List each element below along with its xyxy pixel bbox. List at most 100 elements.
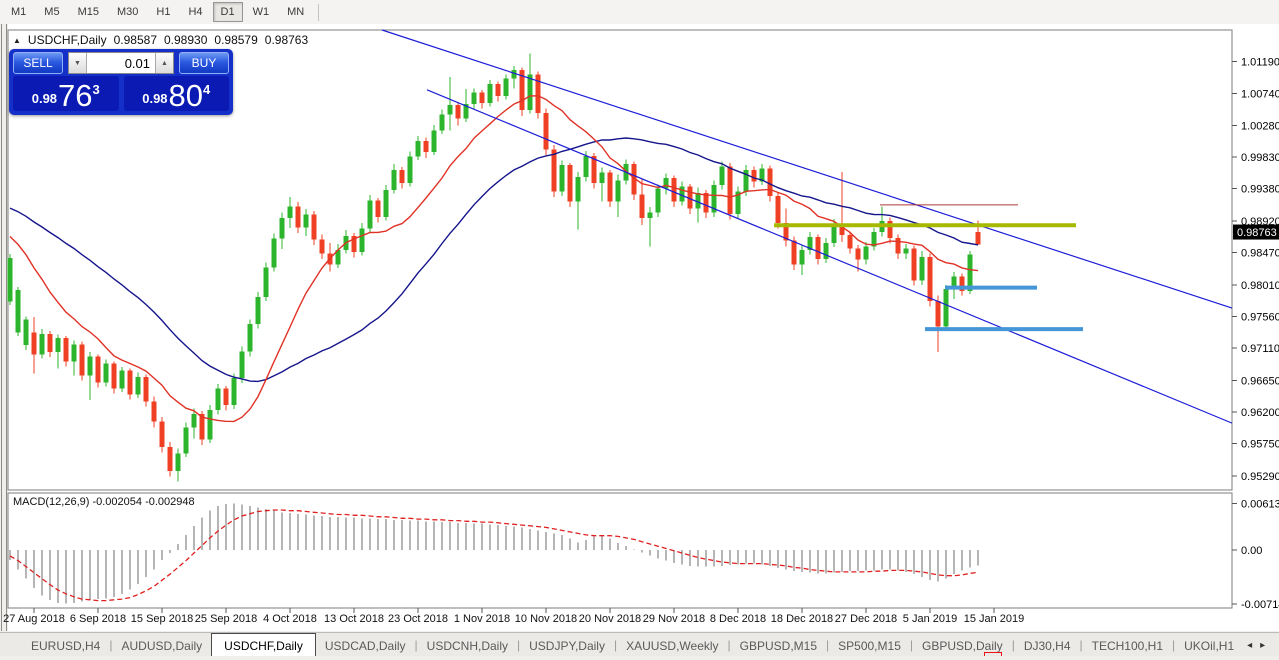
timeframe-W1[interactable]: W1 bbox=[252, 6, 270, 18]
svg-text:10 Nov 2018: 10 Nov 2018 bbox=[515, 613, 577, 625]
sell-price-pips: 76 bbox=[58, 78, 93, 113]
svg-text:0.95750: 0.95750 bbox=[1241, 438, 1279, 450]
ohlc-low: 0.98579 bbox=[214, 33, 258, 47]
macd-histogram bbox=[9, 503, 979, 604]
horizontal-levels[interactable] bbox=[774, 204, 1083, 332]
tab-AUDUSD,Daily[interactable]: AUDUSD,Daily bbox=[121, 639, 203, 653]
buy-button[interactable]: BUY bbox=[179, 52, 229, 74]
ma-fast-line bbox=[9, 95, 979, 423]
macd-axis: 0.006137 0.00 -0.007142 bbox=[1232, 499, 1279, 611]
tab-GBPUSD,Daily[interactable]: GBPUSD,Daily bbox=[922, 639, 1003, 653]
svg-text:1 Nov 2018: 1 Nov 2018 bbox=[454, 613, 510, 625]
svg-text:8 Dec 2018: 8 Dec 2018 bbox=[710, 613, 766, 625]
tab-separator: | bbox=[1172, 638, 1176, 652]
symbol-label: USDCHF,Daily bbox=[27, 33, 107, 47]
timeframe-H1[interactable]: H1 bbox=[156, 6, 171, 18]
timeframe-M5[interactable]: M5 bbox=[44, 6, 60, 18]
tab-USDJPY,Daily[interactable]: USDJPY,Daily bbox=[529, 639, 605, 653]
buy-price-figure: 0.98 bbox=[142, 91, 168, 106]
svg-text:1.00280: 1.00280 bbox=[1241, 121, 1279, 133]
chart-tab-bar: EURUSD,H4 | AUDUSD,Daily USDCHF,Daily USDCAD… bbox=[0, 632, 1279, 657]
tab-TECH100,H1[interactable]: TECH100,H1 bbox=[1091, 639, 1163, 653]
svg-text:0.98470: 0.98470 bbox=[1241, 248, 1279, 260]
tab-SP500,M15[interactable]: SP500,M15 bbox=[838, 639, 901, 653]
svg-text:0.006137: 0.006137 bbox=[1241, 499, 1279, 511]
volume-decrease-icon[interactable]: ▼ bbox=[69, 53, 87, 73]
svg-text:27 Dec 2018: 27 Dec 2018 bbox=[835, 613, 897, 625]
tab-EURUSD,H4[interactable]: EURUSD,H4 bbox=[31, 639, 101, 653]
svg-text:0.97110: 0.97110 bbox=[1241, 343, 1279, 355]
svg-text:29 Nov 2018: 29 Nov 2018 bbox=[643, 613, 705, 625]
svg-text:1.01190: 1.01190 bbox=[1241, 57, 1279, 69]
timeframe-toolbar: M1 M5 M15 M30 H1 H4 D1 W1 MN bbox=[0, 0, 1279, 24]
svg-text:0.96650: 0.96650 bbox=[1241, 375, 1279, 387]
macd-indicator-label: MACD(12,26,9) -0.002054 -0.002948 bbox=[13, 496, 195, 508]
timeframe-M15[interactable]: M15 bbox=[77, 6, 99, 18]
tab-separator: | bbox=[414, 638, 418, 652]
tab-GBPUSD,M15[interactable]: GBPUSD,M15 bbox=[739, 639, 818, 653]
tab-USDCHF,Daily[interactable]: USDCHF,Daily bbox=[211, 633, 316, 657]
sell-price-point: 3 bbox=[92, 82, 100, 97]
tab-separator: | bbox=[1011, 638, 1015, 652]
sell-price-figure: 0.98 bbox=[31, 91, 58, 106]
ohlc-high: 0.98930 bbox=[164, 33, 208, 47]
svg-text:0.99380: 0.99380 bbox=[1241, 184, 1279, 196]
volume-input[interactable]: 0.01 bbox=[124, 55, 150, 71]
tab-scroll-left-icon[interactable]: ◂ bbox=[1247, 639, 1253, 651]
chart-title: ▲ USDCHF,Daily 0.98587 0.98930 0.98579 0… bbox=[13, 33, 308, 47]
svg-text:0.98763: 0.98763 bbox=[1237, 227, 1277, 239]
status-strip bbox=[0, 656, 1279, 660]
tab-USDCNH,Daily[interactable]: USDCNH,Daily bbox=[426, 639, 509, 653]
ohlc-close: 0.98763 bbox=[264, 33, 309, 47]
tab-separator: | bbox=[109, 638, 113, 652]
volume-increase-icon[interactable]: ▲ bbox=[155, 53, 173, 73]
tab-separator: | bbox=[909, 638, 913, 652]
svg-text:0.97560: 0.97560 bbox=[1241, 311, 1279, 323]
volume-stepper: ▼ 0.01 ▲ bbox=[68, 52, 174, 74]
svg-text:5 Jan 2019: 5 Jan 2019 bbox=[903, 613, 957, 625]
tab-XAUUSD,Weekly[interactable]: XAUUSD,Weekly bbox=[626, 639, 719, 653]
svg-text:0.95290: 0.95290 bbox=[1241, 471, 1279, 483]
tab-USDCAD,Daily[interactable]: USDCAD,Daily bbox=[324, 639, 406, 653]
svg-text:20 Nov 2018: 20 Nov 2018 bbox=[579, 613, 641, 625]
trend-channel[interactable] bbox=[381, 29, 1233, 424]
one-click-trading-panel: SELL ▼ 0.01 ▲ BUY 0.98 76 3 0.98 80 4 bbox=[9, 49, 233, 115]
collapse-arrow-icon[interactable]: ▲ bbox=[13, 35, 21, 45]
svg-text:13 Oct 2018: 13 Oct 2018 bbox=[324, 613, 384, 625]
tab-separator: | bbox=[826, 638, 830, 652]
timeframe-M30[interactable]: M30 bbox=[116, 6, 139, 18]
svg-text:6 Sep 2018: 6 Sep 2018 bbox=[70, 613, 126, 625]
tab-separator: | bbox=[517, 638, 521, 652]
timeframe-H4[interactable]: H4 bbox=[188, 6, 203, 18]
buy-price-point: 4 bbox=[203, 82, 211, 97]
svg-text:15 Jan 2019: 15 Jan 2019 bbox=[964, 613, 1025, 625]
price-badge: 0.98763 bbox=[1233, 224, 1279, 240]
date-axis[interactable]: 27 Aug 2018 6 Sep 2018 15 Sep 2018 25 Sep 2… bbox=[3, 608, 1024, 625]
tab-separator: | bbox=[727, 638, 731, 652]
svg-text:25 Sep 2018: 25 Sep 2018 bbox=[195, 613, 257, 625]
svg-text:15 Sep 2018: 15 Sep 2018 bbox=[131, 613, 193, 625]
svg-text:0.98010: 0.98010 bbox=[1241, 280, 1279, 292]
tab-DJ30,H4[interactable]: DJ30,H4 bbox=[1023, 639, 1071, 653]
tab-separator: | bbox=[613, 638, 618, 652]
timeframe-D1[interactable]: D1 bbox=[212, 2, 243, 22]
svg-text:23 Oct 2018: 23 Oct 2018 bbox=[388, 613, 448, 625]
svg-text:0.99830: 0.99830 bbox=[1241, 152, 1279, 164]
svg-text:4 Oct 2018: 4 Oct 2018 bbox=[263, 613, 317, 625]
timeframe-M1[interactable]: M1 bbox=[11, 6, 27, 18]
toolbar-separator bbox=[318, 3, 320, 21]
svg-text:-0.007142: -0.007142 bbox=[1241, 599, 1279, 611]
svg-text:0.96200: 0.96200 bbox=[1241, 407, 1279, 419]
svg-text:27 Aug 2018: 27 Aug 2018 bbox=[3, 613, 65, 625]
tab-separator: | bbox=[1079, 638, 1083, 652]
sell-price[interactable]: 0.98 76 3 bbox=[13, 76, 119, 111]
tab-scroll-right-icon[interactable]: ▸ bbox=[1260, 639, 1266, 651]
tab-UKOil,H1[interactable]: UKOil,H1 bbox=[1184, 639, 1235, 653]
svg-text:1.00740: 1.00740 bbox=[1241, 88, 1279, 100]
sell-button[interactable]: SELL bbox=[13, 52, 63, 74]
timeframe-MN[interactable]: MN bbox=[287, 6, 305, 18]
buy-price-pips: 80 bbox=[168, 78, 204, 113]
buy-price[interactable]: 0.98 80 4 bbox=[123, 76, 229, 113]
